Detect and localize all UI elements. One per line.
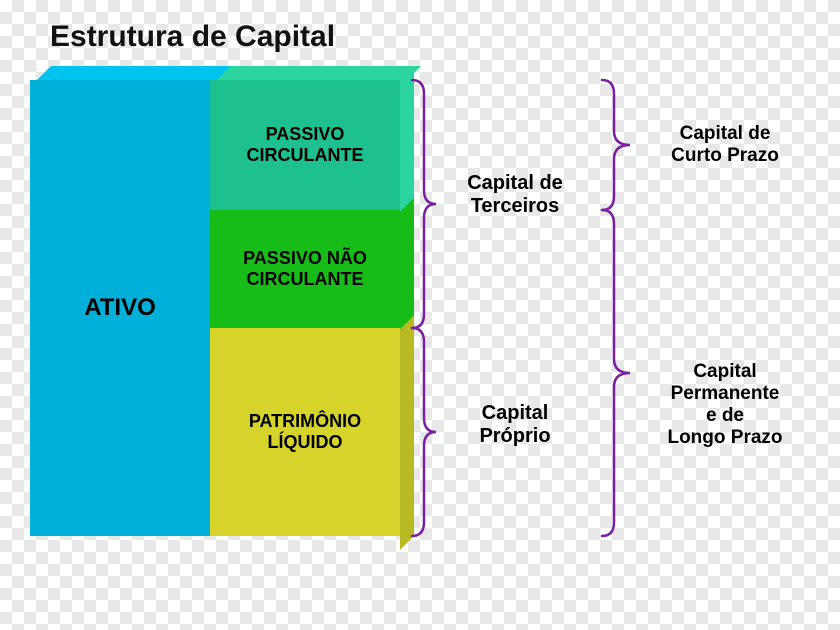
label-capital-proprio: Capital Próprio bbox=[440, 380, 590, 470]
block-patrimonio-liquido: PATRIMÔNIO LÍQUIDO bbox=[210, 328, 400, 536]
block-patrimonio-liquido-label: PATRIMÔNIO LÍQUIDO bbox=[249, 411, 361, 453]
diagram-stage: Estrutura de Capital ATIVO PASSIVO CIRCU… bbox=[0, 0, 840, 630]
block-ativo: ATIVO bbox=[30, 80, 210, 536]
block-passivo-nao-circulante: PASSIVO NÃO CIRCULANTE bbox=[210, 210, 400, 328]
block-passivo-circulante-label: PASSIVO CIRCULANTE bbox=[247, 124, 364, 166]
block-3d-top bbox=[37, 66, 421, 80]
brace-permanente bbox=[600, 210, 640, 536]
block-passivo-nao-circulante-label: PASSIVO NÃO CIRCULANTE bbox=[243, 248, 367, 290]
label-capital-curto: Capital de Curto Prazo bbox=[640, 110, 810, 180]
block-ativo-label: ATIVO bbox=[84, 294, 156, 322]
label-capital-permanente: Capital Permanente e de Longo Prazo bbox=[640, 330, 810, 480]
page-title: Estrutura de Capital bbox=[50, 20, 335, 54]
block-passivo-circulante: PASSIVO CIRCULANTE bbox=[210, 80, 400, 210]
brace-curto-prazo bbox=[600, 80, 640, 210]
label-capital-terceiros: Capital de Terceiros bbox=[440, 150, 590, 240]
